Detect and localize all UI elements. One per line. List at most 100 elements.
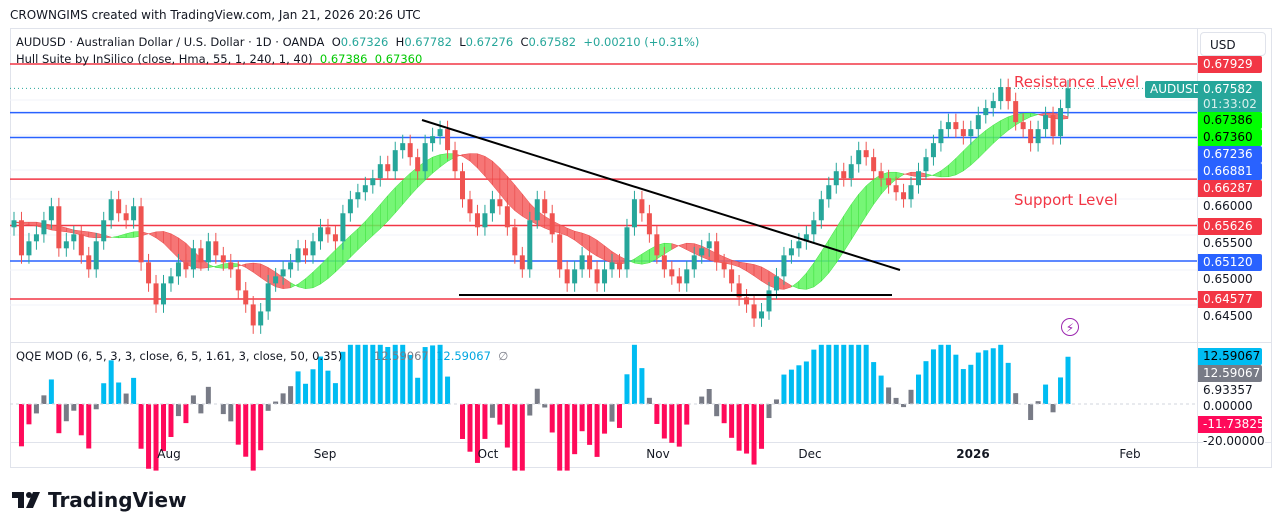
qqe-bar xyxy=(863,344,869,404)
qqe-bar xyxy=(901,404,907,408)
qqe-legend[interactable]: QQE MOD (6, 5, 3, 3, close, 6, 5, 1.61, … xyxy=(16,349,508,363)
qqe-bar xyxy=(534,388,540,404)
hull-band-segment xyxy=(596,239,605,261)
hull-band-segment xyxy=(469,153,478,169)
candle-body xyxy=(654,234,660,256)
price-label-support: 0.64577 xyxy=(1198,291,1262,308)
candle-body xyxy=(78,234,84,256)
qqe-bar xyxy=(78,404,84,436)
candle-body xyxy=(482,213,488,228)
time-axis-divider xyxy=(10,442,1272,443)
open-value: 0.67326 xyxy=(340,35,389,49)
candle-body xyxy=(250,304,256,326)
tradingview-logo: TradingView xyxy=(12,488,187,512)
qqe-bar xyxy=(183,404,189,424)
qqe-bar xyxy=(676,404,682,447)
candle-body xyxy=(190,248,196,270)
candle-body xyxy=(557,234,563,270)
qqe-bar xyxy=(317,356,323,404)
qqe-bar xyxy=(407,354,413,404)
pane-divider[interactable] xyxy=(10,342,1272,343)
candle-body xyxy=(355,192,361,200)
hull-band-segment xyxy=(282,277,291,289)
currency-button[interactable]: USD xyxy=(1200,32,1266,56)
candle-body xyxy=(796,241,802,249)
candle-body xyxy=(18,220,24,256)
hull-band-segment xyxy=(387,186,396,222)
candle-body xyxy=(856,150,862,165)
candle-body xyxy=(392,150,398,172)
candle-body xyxy=(968,129,974,137)
qqe-bar xyxy=(198,404,204,414)
qqe-bar xyxy=(564,404,570,471)
qqe-bar xyxy=(340,351,346,404)
qqe-bar xyxy=(983,350,989,404)
candle-body xyxy=(317,227,323,242)
candle-body xyxy=(385,164,391,172)
hull-band-segment xyxy=(940,164,949,178)
candle-body xyxy=(1043,115,1049,130)
candle-body xyxy=(781,255,787,277)
candle-body xyxy=(848,164,854,179)
candle-body xyxy=(452,150,458,172)
candle-body xyxy=(288,262,294,270)
qqe-bar xyxy=(811,349,817,404)
qqe-bar xyxy=(631,344,637,404)
candle-body xyxy=(998,87,1004,102)
qqe-bar xyxy=(415,377,421,404)
qqe-bar xyxy=(893,397,899,404)
qqe-bar xyxy=(557,404,563,471)
qqe-bar xyxy=(400,344,406,404)
hull-band-segment xyxy=(836,214,844,264)
candle-body xyxy=(86,255,92,270)
hull-band-segment xyxy=(641,249,650,265)
candle-body xyxy=(228,262,234,270)
qqe-bar xyxy=(123,393,129,404)
candle-body xyxy=(729,269,735,284)
qqe-label-3: -11.73825 xyxy=(1198,416,1265,433)
qqe-bar xyxy=(915,374,921,404)
candle-body xyxy=(930,143,936,158)
candle-body xyxy=(26,241,32,256)
qqe-bar xyxy=(542,404,548,408)
candle-body xyxy=(631,199,637,228)
hull-band-segment xyxy=(1022,112,1031,121)
hull-band-segment xyxy=(970,136,979,166)
hull-band-segment xyxy=(634,253,643,265)
qqe-bar xyxy=(93,404,99,410)
hull-band-segment xyxy=(604,245,613,264)
candle-body xyxy=(220,255,226,263)
time-label-feb: Feb xyxy=(1119,447,1141,461)
qqe-bar xyxy=(460,404,466,439)
lightning-icon[interactable]: ⚡ xyxy=(1061,318,1079,336)
hull-band-segment xyxy=(963,142,972,172)
qqe-value-2: 12.59067 xyxy=(436,349,491,363)
qqe-bar xyxy=(235,404,241,445)
qqe-bar xyxy=(998,344,1004,404)
support-level-label[interactable]: Support Level xyxy=(1014,191,1118,209)
candle-body xyxy=(915,171,921,186)
qqe-bar xyxy=(26,404,32,425)
hull-band-segment xyxy=(783,280,792,290)
candle-body xyxy=(295,248,301,263)
price-label-blue-1: 0.67236 xyxy=(1198,146,1262,163)
symbol-legend[interactable]: AUDUSD · Australian Dollar / U.S. Dollar… xyxy=(16,35,699,49)
qqe-bar xyxy=(467,404,473,452)
qqe-bar xyxy=(392,344,398,404)
qqe-bar xyxy=(669,404,675,443)
qqe-bar xyxy=(489,404,495,418)
qqe-bar xyxy=(661,404,667,439)
resistance-level-label[interactable]: Resistance Level xyxy=(1014,73,1140,91)
candle-body xyxy=(542,199,548,214)
candle-body xyxy=(901,192,907,200)
qqe-bar xyxy=(878,375,884,404)
candle-body xyxy=(751,304,757,319)
hull-band-segment xyxy=(813,250,822,288)
candle-body xyxy=(1065,88,1071,109)
candle-body xyxy=(33,234,39,242)
qqe-bar xyxy=(153,404,159,471)
hull-band-segment xyxy=(903,171,912,176)
candle-body xyxy=(63,241,69,249)
hull-legend[interactable]: Hull Suite by InSilico (close, Hma, 55, … xyxy=(16,52,422,66)
